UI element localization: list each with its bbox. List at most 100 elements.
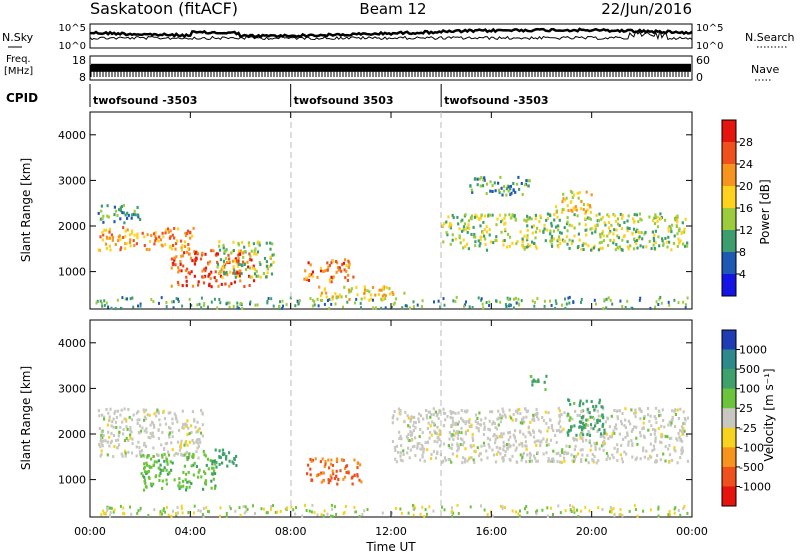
data-cell: [511, 454, 514, 458]
data-cell: [211, 472, 214, 476]
data-cell: [345, 471, 348, 474]
data-cell: [484, 237, 487, 241]
data-cell: [316, 275, 319, 279]
data-cell: [464, 430, 467, 434]
data-cell: [108, 236, 112, 240]
data-cell: [239, 279, 242, 283]
data-cell: [279, 509, 282, 513]
data-cell: [618, 432, 621, 436]
data-cell: [222, 259, 226, 263]
data-cell: [120, 452, 123, 456]
data-cell: [583, 423, 586, 427]
data-cell: [164, 510, 167, 514]
data-cell: [681, 432, 684, 436]
data-cell: [462, 420, 465, 424]
data-cell: [610, 223, 613, 227]
data-cell: [341, 458, 344, 462]
data-cell: [671, 223, 674, 227]
data-cell: [423, 515, 426, 519]
data-cell: [330, 302, 333, 306]
data-cell: [647, 457, 650, 461]
data-cell: [363, 509, 366, 513]
data-cell: [465, 300, 467, 304]
data-cell: [322, 270, 325, 273]
data-cell: [639, 244, 642, 248]
data-cell: [501, 505, 504, 509]
data-cell: [612, 456, 615, 460]
data-cell: [525, 447, 528, 451]
data-cell: [674, 413, 677, 416]
data-cell: [130, 430, 133, 434]
data-cell: [405, 435, 408, 439]
data-cell: [452, 216, 455, 220]
data-cell: [409, 306, 412, 310]
data-cell: [159, 471, 162, 475]
data-cell: [491, 448, 494, 452]
data-cell: [497, 423, 500, 427]
data-cell: [404, 410, 407, 414]
data-cell: [662, 452, 665, 456]
data-cell: [136, 418, 139, 422]
data-cell: [550, 457, 554, 461]
data-cell: [592, 427, 595, 431]
data-cell: [195, 450, 198, 454]
data-cell: [271, 253, 274, 257]
data-cell: [457, 411, 460, 415]
data-cell: [135, 411, 138, 415]
data-cell: [473, 449, 476, 453]
data-cell: [655, 421, 658, 425]
data-cell: [124, 229, 127, 233]
data-cell: [584, 505, 587, 509]
data-cell: [659, 413, 662, 417]
data-cell: [110, 233, 113, 237]
data-cell: [468, 226, 471, 230]
data-cell: [270, 272, 274, 276]
data-cell: [594, 227, 597, 231]
data-cell: [102, 233, 105, 237]
data-cell: [145, 472, 148, 475]
data-cell: [616, 417, 619, 421]
data-cell: [434, 456, 438, 460]
data-cell: [128, 233, 132, 237]
data-cell: [197, 280, 200, 284]
data-cell: [120, 205, 123, 208]
data-cell: [613, 425, 616, 429]
time-axis: 00:00 04:00 08:00 12:00 16:00 20:00 00:00: [74, 112, 708, 538]
data-cell: [599, 247, 602, 251]
data-cell: [524, 246, 527, 249]
y-tick-label: 1000: [58, 266, 86, 279]
data-cell: [123, 407, 126, 411]
data-cell: [584, 210, 588, 214]
data-cell: [534, 230, 537, 234]
data-cell: [480, 418, 483, 422]
data-cell: [552, 457, 555, 461]
power-colorbar-tick-label: 12: [739, 224, 753, 237]
data-cell: [126, 211, 129, 215]
data-cell: [256, 303, 259, 307]
data-cell: [638, 298, 641, 302]
data-cell: [124, 213, 127, 217]
data-cell: [394, 297, 398, 301]
data-cell: [408, 456, 411, 460]
data-cell: [292, 508, 295, 512]
data-cell: [208, 260, 212, 264]
data-cell: [170, 441, 173, 445]
data-cell: [477, 239, 480, 243]
data-cell: [573, 226, 576, 230]
data-cell: [640, 410, 643, 414]
data-cell: [177, 300, 180, 303]
data-cell: [304, 269, 307, 273]
data-cell: [485, 301, 488, 304]
data-cell: [160, 468, 163, 472]
data-cell: [612, 507, 615, 511]
data-cell: [449, 242, 452, 246]
data-cell: [202, 281, 206, 285]
data-cell: [464, 447, 467, 451]
data-cell: [521, 442, 524, 445]
data-cell: [686, 459, 689, 463]
data-cell: [477, 429, 480, 433]
data-cell: [175, 297, 178, 301]
data-cell: [154, 235, 157, 238]
data-cell: [423, 459, 426, 463]
data-cell: [429, 415, 432, 419]
